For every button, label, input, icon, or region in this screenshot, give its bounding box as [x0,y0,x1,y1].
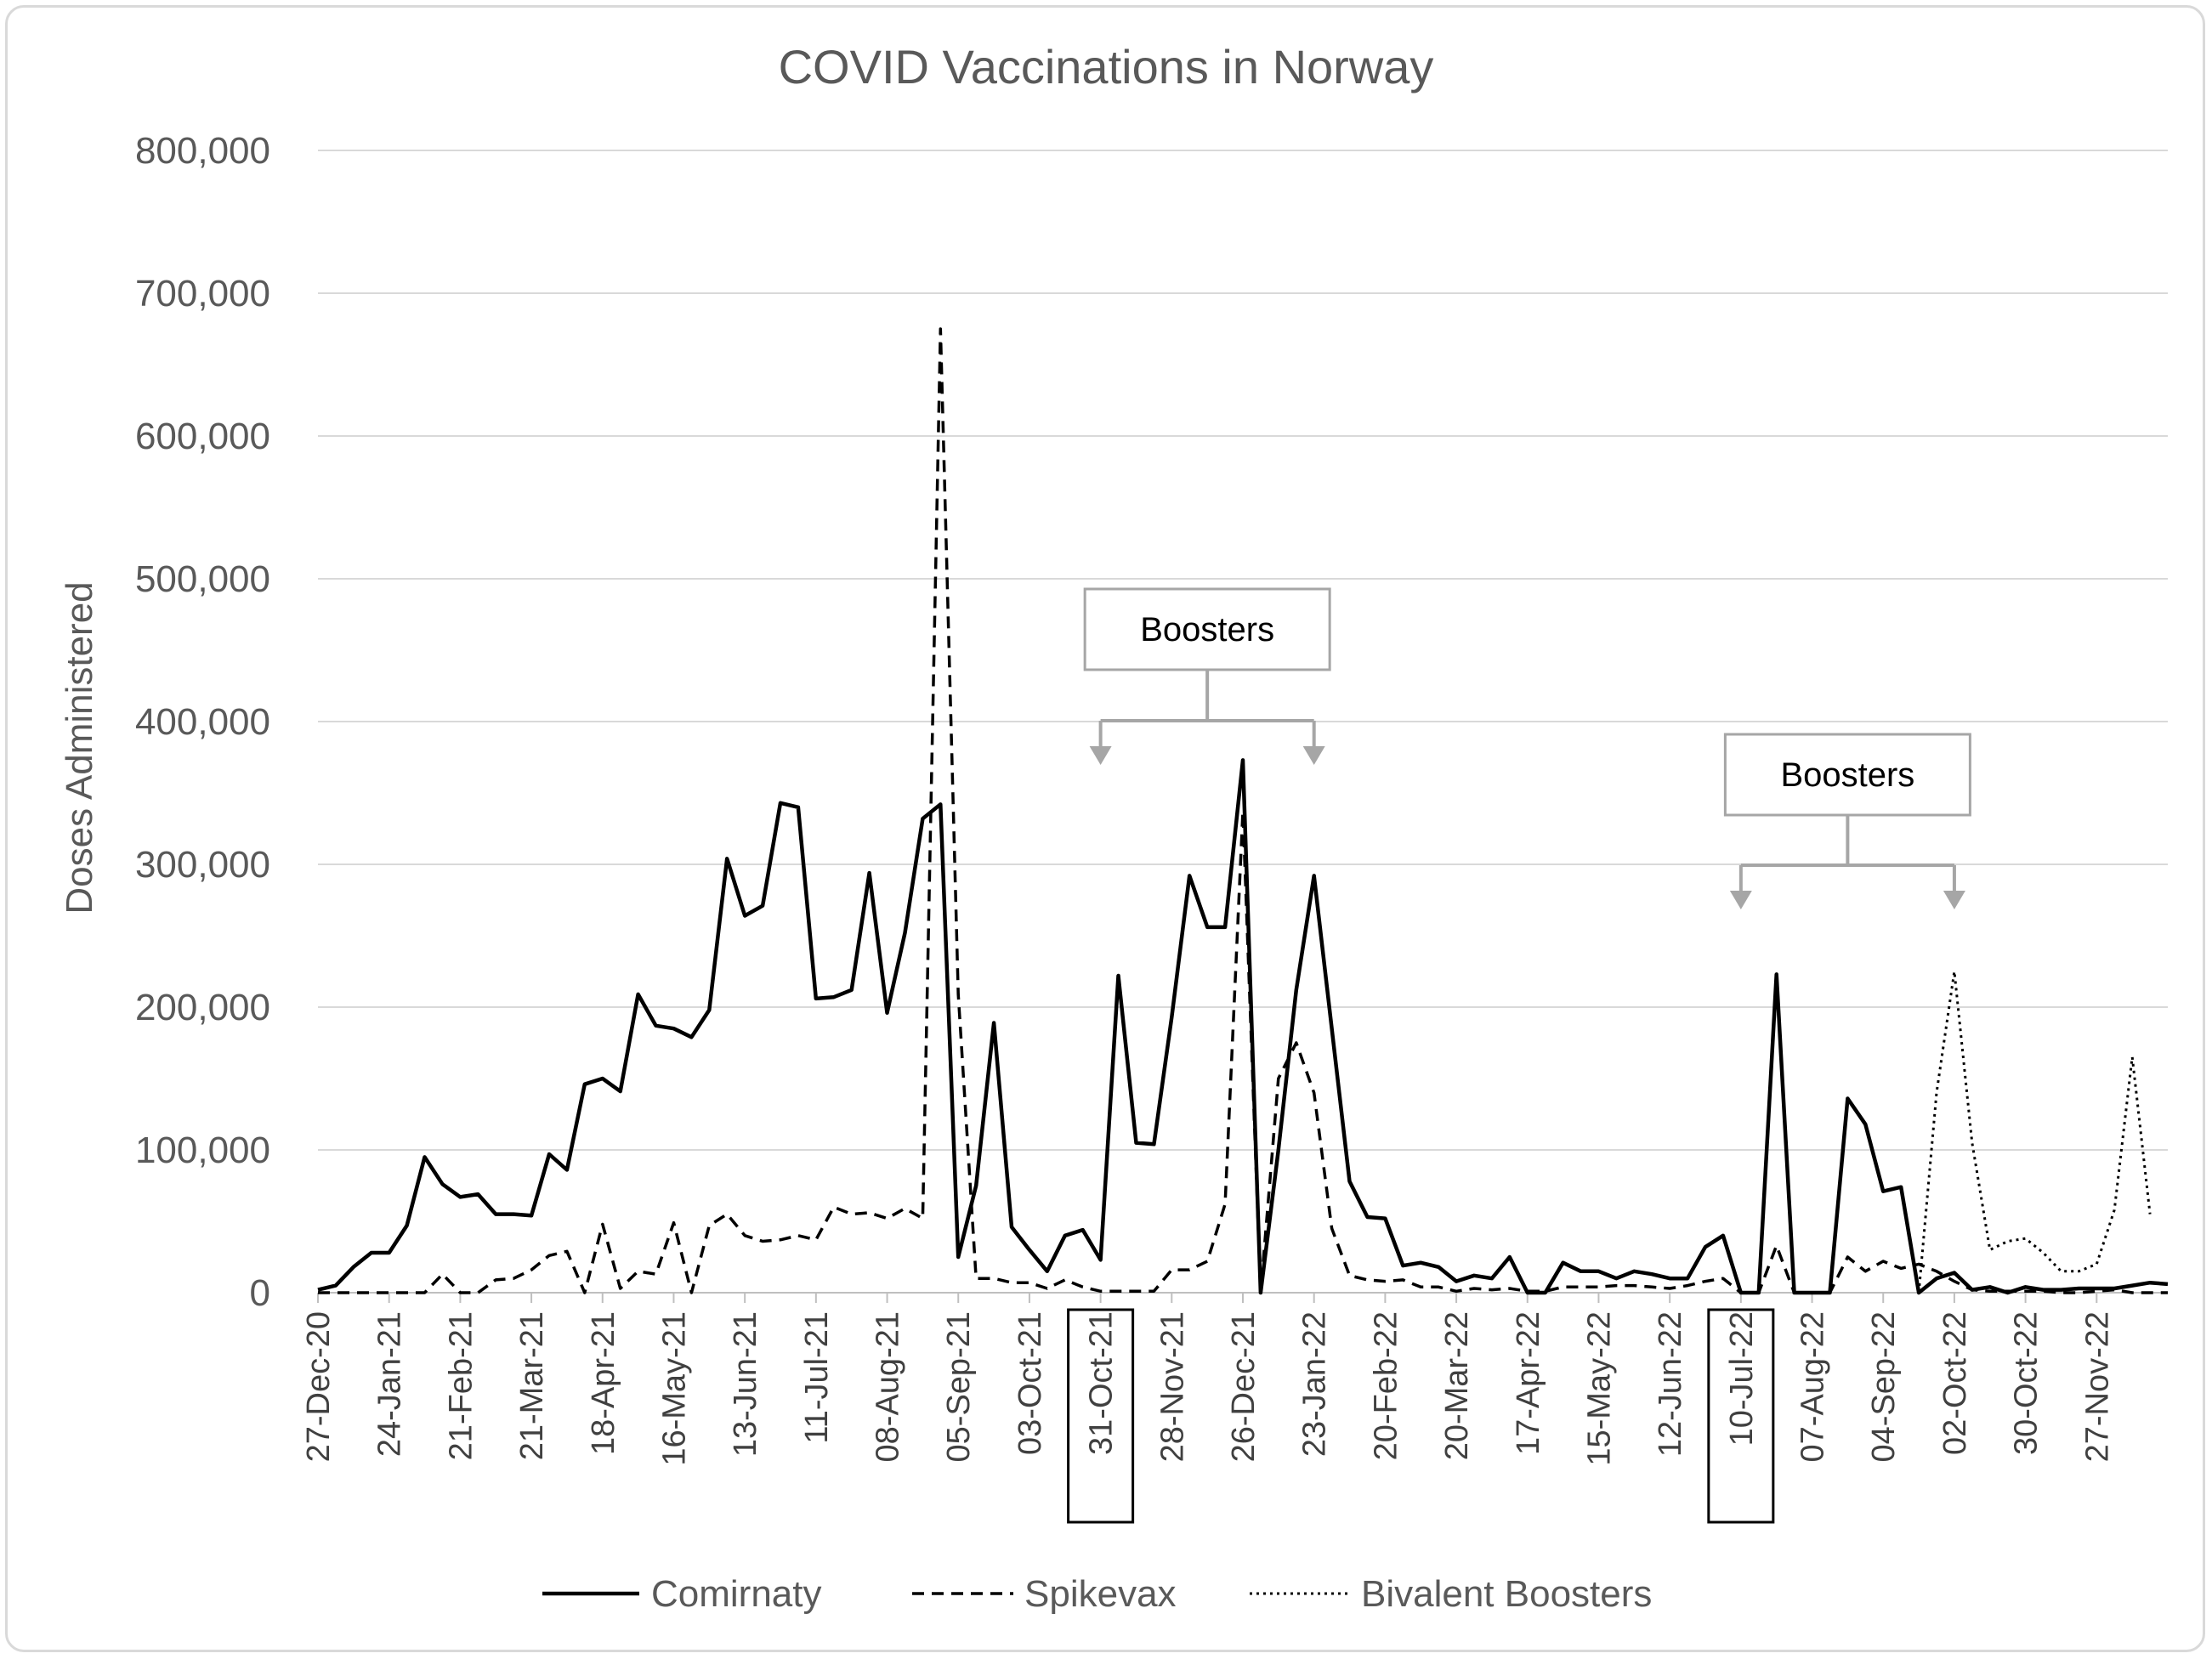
x-tick-label: 31-Oct-21 [1084,1311,1120,1455]
x-tick-label: 30-Oct-22 [2009,1311,2045,1455]
y-tick-label: 700,000 [135,273,270,314]
x-tick-label: 20-Feb-22 [1368,1311,1404,1460]
y-tick-label: 500,000 [135,558,270,600]
boosters-box [1723,733,1971,817]
y-tick-label: 0 [250,1272,270,1314]
series-line-comirnaty [317,758,2169,1295]
x-tick-label: 20-Mar-22 [1439,1311,1475,1460]
legend-item-comirnaty: Comirnaty [542,1573,822,1615]
booster-annotations: Boosters Boosters [1083,587,1971,909]
x-tick-highlight-box [1067,1308,1135,1524]
series-lines [317,327,2169,1295]
x-tick-label: 13-Jun-21 [728,1311,763,1457]
series-line-bivalent-boosters [1917,970,2152,1294]
legend-item-bivalent-boosters: Bivalent Boosters [1250,1573,1652,1615]
boosters-annotation: Boosters [1083,587,1331,765]
boosters-annotation: Boosters [1723,733,1971,909]
x-tick-label: 02-Oct-22 [1937,1311,1973,1455]
boosters-label: Boosters [1780,756,1914,794]
x-tick-label: 24-Jan-21 [372,1311,408,1457]
x-tick-label: 27-Dec-20 [301,1311,337,1462]
arrow-head [1089,746,1112,765]
x-tick-label: 21-Feb-21 [443,1311,479,1460]
x-tick-label: 03-Oct-21 [1012,1311,1048,1455]
y-tick-label: 600,000 [135,416,270,457]
y-tick-label: 400,000 [135,701,270,743]
x-tick-label: 16-May-21 [656,1311,692,1466]
gridlines [317,150,2168,1303]
y-tick-label: 300,000 [135,844,270,886]
x-tick-label: 07-Aug-22 [1795,1311,1831,1462]
legend-label: Bivalent Boosters [1361,1573,1652,1615]
x-tick-highlight-box [1707,1308,1775,1524]
arrow-head [1729,891,1752,909]
arrow-head [1302,746,1325,765]
boosters-label: Boosters [1140,611,1274,648]
x-tick-label: 11-Jul-21 [799,1311,835,1444]
x-tick-label: 17-Apr-22 [1511,1311,1546,1455]
x-tick-label: 15-May-22 [1581,1311,1617,1466]
legend-label: Spikevax [1024,1573,1177,1615]
legend: Comirnaty Spikevax Bivalent Boosters [542,1573,1652,1615]
x-tick-label: 26-Dec-21 [1226,1311,1262,1462]
x-tick-label: 10-Jul-22 [1724,1311,1760,1446]
x-tick-label: 08-Aug-21 [871,1311,906,1462]
x-tick-label: 21-Mar-21 [514,1311,550,1460]
y-axis-label: Doses Administered [59,581,100,914]
x-tick-label: 12-Jun-22 [1653,1311,1688,1457]
x-tick-label: 27-Nov-22 [2079,1311,2115,1462]
legend-label: Comirnaty [651,1573,822,1615]
y-tick-label: 800,000 [135,130,270,172]
chart-title: COVID Vaccinations in Norway [779,40,1434,93]
x-tick-label: 18-Apr-21 [586,1311,621,1455]
y-tick-labels: 0 100,000 200,000 300,000 400,000 500,000 600,… [135,130,270,1314]
y-tick-label: 100,000 [135,1130,270,1171]
x-tick-label: 23-Jan-22 [1297,1311,1333,1457]
x-tick-label: 05-Sep-21 [941,1311,977,1462]
x-tick-label: 28-Nov-21 [1154,1311,1190,1462]
arrow-head [1943,891,1965,909]
boosters-box [1083,587,1331,671]
y-tick-label: 200,000 [135,987,270,1028]
legend-item-spikevax: Spikevax [912,1573,1177,1615]
chart-frame [5,5,2205,1652]
x-tick-label: 04-Sep-22 [1866,1311,1902,1462]
x-tick-labels: 27-Dec-20 24-Jan-21 21-Feb-21 21-Mar-21 18-A… [301,1308,2115,1524]
